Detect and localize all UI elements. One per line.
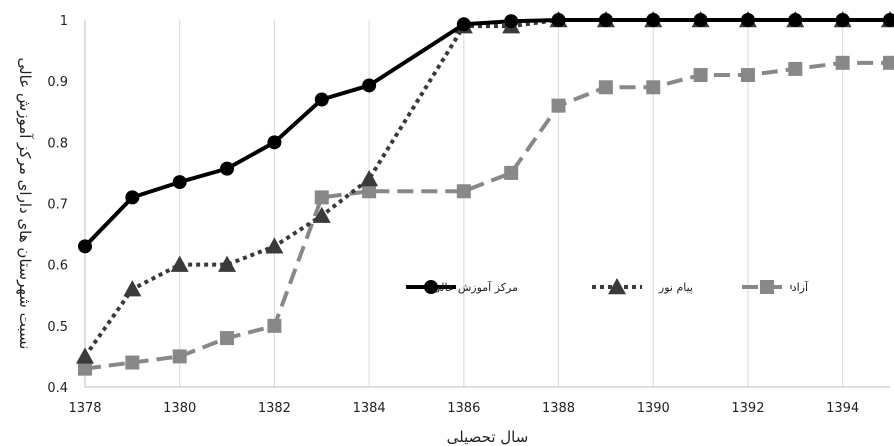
data-point (360, 170, 379, 187)
series-triangle (76, 11, 894, 364)
data-point (693, 13, 708, 27)
legend: مرکز آموزش عالی پیام نور آزاد (406, 278, 809, 295)
y-axis-title: نسبت شهرستان های دارای مرکز آموزش عالی (16, 58, 34, 350)
data-point (220, 161, 235, 176)
data-point (123, 280, 142, 297)
series-group (76, 11, 894, 376)
data-point (125, 190, 140, 205)
y-tick-label: 0.6 (47, 259, 68, 274)
data-point (172, 349, 187, 364)
data-point (883, 55, 894, 70)
data-point (220, 331, 235, 346)
series-line (84, 60, 890, 371)
data-point (265, 237, 284, 254)
x-tick-label: 1378 (68, 401, 101, 416)
data-point (740, 68, 755, 83)
data-point (314, 190, 329, 205)
y-tick-label: 0.8 (47, 136, 68, 151)
x-tick-label: 1394 (826, 401, 859, 416)
x-tick-label: 1380 (163, 401, 196, 416)
data-point (646, 80, 661, 95)
x-tick-label: 1384 (353, 401, 386, 416)
data-point (788, 61, 803, 76)
axes (84, 20, 890, 388)
x-tick-label: 1386 (447, 401, 480, 416)
data-point (504, 14, 519, 29)
legend-marker (608, 278, 626, 295)
x-axis-title: سال تحصیلی (447, 428, 529, 446)
x-tick-label: 1388 (542, 401, 575, 416)
data-point (740, 13, 755, 27)
y-tick-label: 0.7 (47, 198, 68, 213)
data-point (835, 55, 850, 70)
x-tick-label: 1382 (258, 401, 291, 416)
data-point (835, 13, 850, 27)
data-point (598, 80, 613, 95)
data-point (76, 347, 94, 364)
legend-item: مرکز آموزش عالی (406, 280, 518, 294)
legend-item: پیام نور (592, 278, 693, 295)
x-tick-label: 1390 (637, 401, 670, 416)
data-point (362, 78, 377, 93)
y-tick-label: 0.5 (47, 320, 68, 335)
tick-labels: 1378 1380 1382 1384 1386 1388 1390 1392 1394 0.4 0… (47, 14, 859, 416)
y-tick-label: 0.4 (47, 381, 68, 396)
data-point (362, 184, 377, 199)
data-point (504, 165, 519, 180)
data-point (125, 355, 140, 370)
series-square (78, 55, 894, 376)
data-point (551, 98, 566, 113)
data-point (551, 13, 566, 27)
data-point (267, 318, 282, 333)
data-point (456, 17, 471, 32)
legend-label: آزاد (792, 280, 809, 294)
x-tick-label: 1392 (731, 401, 764, 416)
data-point (788, 13, 803, 27)
legend-marker (760, 280, 774, 294)
data-point (693, 68, 708, 83)
data-point (170, 255, 189, 272)
data-point (78, 361, 92, 376)
data-point (646, 13, 661, 27)
series-line (83, 18, 890, 248)
legend-item: آزاد (742, 280, 809, 294)
data-point (598, 13, 613, 27)
data-point (314, 92, 329, 107)
legend-marker (424, 280, 438, 294)
series-circle (78, 13, 894, 254)
legend-label: مرکز آموزش عالی (432, 280, 518, 294)
y-tick-label: 0.9 (47, 75, 68, 90)
y-tick-label: 1 (60, 14, 68, 29)
data-point (456, 184, 471, 199)
data-point (267, 135, 282, 150)
legend-label: پیام نور (658, 281, 693, 294)
data-point (172, 175, 187, 190)
data-point (312, 206, 331, 223)
data-point (883, 13, 894, 27)
data-point (78, 239, 92, 254)
data-point (218, 255, 237, 272)
